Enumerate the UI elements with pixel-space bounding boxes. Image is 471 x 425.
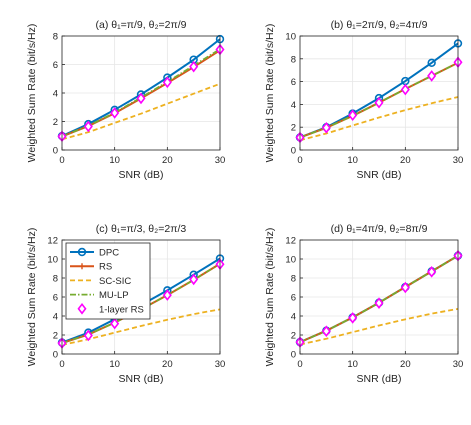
x-tick-label: 30 [453, 359, 464, 370]
x-tick-label: 0 [297, 155, 302, 166]
y-tick-label: 2 [53, 117, 58, 128]
y-axis-label: Weighted Sum Rate (bit/s/Hz) [26, 228, 38, 367]
data-point-1-layer-rs [348, 109, 358, 122]
y-tick-label: 2 [291, 123, 296, 134]
series-line-sc-sic [299, 307, 459, 346]
legend-marker-1-layer-rs [77, 302, 87, 315]
legend-label-sc-sic: SC-SIC [99, 276, 131, 287]
x-tick-label: 20 [162, 359, 173, 370]
x-tick-label: 10 [347, 155, 358, 166]
data-point-1-layer-rs [189, 273, 199, 286]
x-tick-label: 20 [162, 155, 173, 166]
y-tick-label: 8 [53, 32, 58, 43]
subplot-3: 0 10 20 30 0 2 4 6 8 10 12 (c) θ₁=π/3, θ₂=2π/3 SNR (… [26, 223, 225, 385]
y-tick-label: 6 [291, 77, 296, 88]
subplot-2: 0 10 20 30 0 2 4 6 8 10 (b) θ₁=2π/9, θ₂=4π/9 SNR (d… [264, 19, 463, 181]
y-tick-label: 12 [285, 236, 296, 247]
x-tick-label: 20 [400, 155, 411, 166]
y-tick-label: 0 [53, 146, 58, 157]
axes-frame [299, 239, 459, 355]
y-tick-label: 2 [291, 331, 296, 342]
legend-label-mu-lp: MU-LP [99, 290, 129, 301]
y-tick-label: 10 [47, 255, 58, 266]
y-tick-label: 10 [285, 32, 296, 43]
y-tick-label: 6 [291, 293, 296, 304]
legend: DPC RS SC-SIC MU-LP 1-layer RS [65, 242, 151, 320]
x-axis-label: SNR (dB) [119, 373, 164, 385]
data-point-1-layer-rs [374, 297, 384, 309]
y-axis-label: Weighted Sum Rate (bit/s/Hz) [26, 24, 38, 163]
data-point-1-layer-rs [136, 92, 146, 105]
x-tick-label: 20 [400, 359, 411, 370]
legend-label-1-layer-rs: 1-layer RS [99, 304, 144, 315]
axes-frame [61, 239, 221, 355]
y-tick-label: 4 [291, 312, 296, 323]
x-tick-label: 0 [59, 359, 64, 370]
y-tick-label: 10 [285, 255, 296, 266]
subplot-title: (a) θ₁=π/9, θ₂=2π/9 [96, 19, 187, 31]
data-point-1-layer-rs [400, 83, 410, 96]
x-axis-label: SNR (dB) [357, 373, 402, 385]
legend-label-dpc: DPC [99, 248, 119, 259]
data-point-1-layer-rs [162, 289, 172, 301]
y-tick-label: 6 [53, 60, 58, 71]
y-tick-label: 8 [53, 274, 58, 285]
y-axis-label: Weighted Sum Rate (bit/s/Hz) [264, 228, 276, 367]
subplot-1: 0 10 20 30 0 2 4 6 8 (a) θ₁=π/9, θ₂=2π/9 SNR (dB) W… [26, 19, 225, 181]
x-tick-label: 0 [59, 155, 64, 166]
y-tick-label: 12 [47, 236, 58, 247]
subplot-title: (d) θ₁=4π/9, θ₂=8π/9 [331, 223, 428, 235]
data-point-1-layer-rs [321, 121, 331, 134]
legend-label-rs: RS [99, 262, 112, 273]
y-tick-label: 0 [291, 350, 296, 361]
data-point-dpc [427, 58, 436, 67]
data-point-1-layer-rs [374, 96, 384, 109]
data-point-1-layer-rs [427, 266, 437, 278]
legend-marker-dpc [77, 247, 87, 257]
x-tick-label: 0 [297, 359, 302, 370]
subplot-4: 0 10 20 30 0 2 4 6 8 10 12 (d) θ₁=4π/9, θ₂=8π/9 SNR … [264, 223, 463, 385]
y-tick-label: 6 [53, 293, 58, 304]
y-tick-label: 8 [291, 54, 296, 65]
data-point-1-layer-rs [83, 120, 93, 133]
y-axis-label: Weighted Sum Rate (bit/s/Hz) [264, 24, 276, 163]
x-tick-label: 10 [347, 359, 358, 370]
x-tick-label: 30 [215, 155, 226, 166]
axes-frame [299, 35, 459, 151]
x-tick-label: 10 [109, 359, 120, 370]
y-tick-label: 2 [53, 331, 58, 342]
data-point-1-layer-rs [110, 107, 120, 119]
subplot-title: (b) θ₁=2π/9, θ₂=4π/9 [331, 19, 428, 31]
y-tick-label: 0 [291, 146, 296, 157]
data-point-1-layer-rs [400, 281, 410, 294]
x-tick-label: 30 [215, 359, 226, 370]
x-axis-label: SNR (dB) [357, 169, 402, 181]
x-tick-label: 10 [109, 155, 120, 166]
data-point-1-layer-rs [348, 312, 358, 324]
legend-marker-rs [79, 263, 85, 270]
data-point-1-layer-rs [189, 60, 199, 73]
data-point-1-layer-rs [162, 76, 172, 89]
x-tick-label: 30 [453, 155, 464, 166]
axes-frame [61, 35, 221, 151]
data-point-1-layer-rs [83, 329, 93, 342]
subplot-title: (c) θ₁=π/3, θ₂=2π/3 [96, 223, 187, 235]
data-point-1-layer-rs [110, 317, 120, 330]
y-tick-label: 4 [53, 312, 58, 323]
plot-area [300, 36, 458, 150]
y-tick-label: 0 [53, 350, 58, 361]
data-point-1-layer-rs [321, 325, 331, 338]
data-point-1-layer-rs [427, 70, 437, 82]
y-tick-label: 8 [291, 274, 296, 285]
y-tick-label: 4 [53, 89, 58, 100]
y-tick-label: 4 [291, 100, 296, 111]
x-axis-label: SNR (dB) [119, 169, 164, 181]
